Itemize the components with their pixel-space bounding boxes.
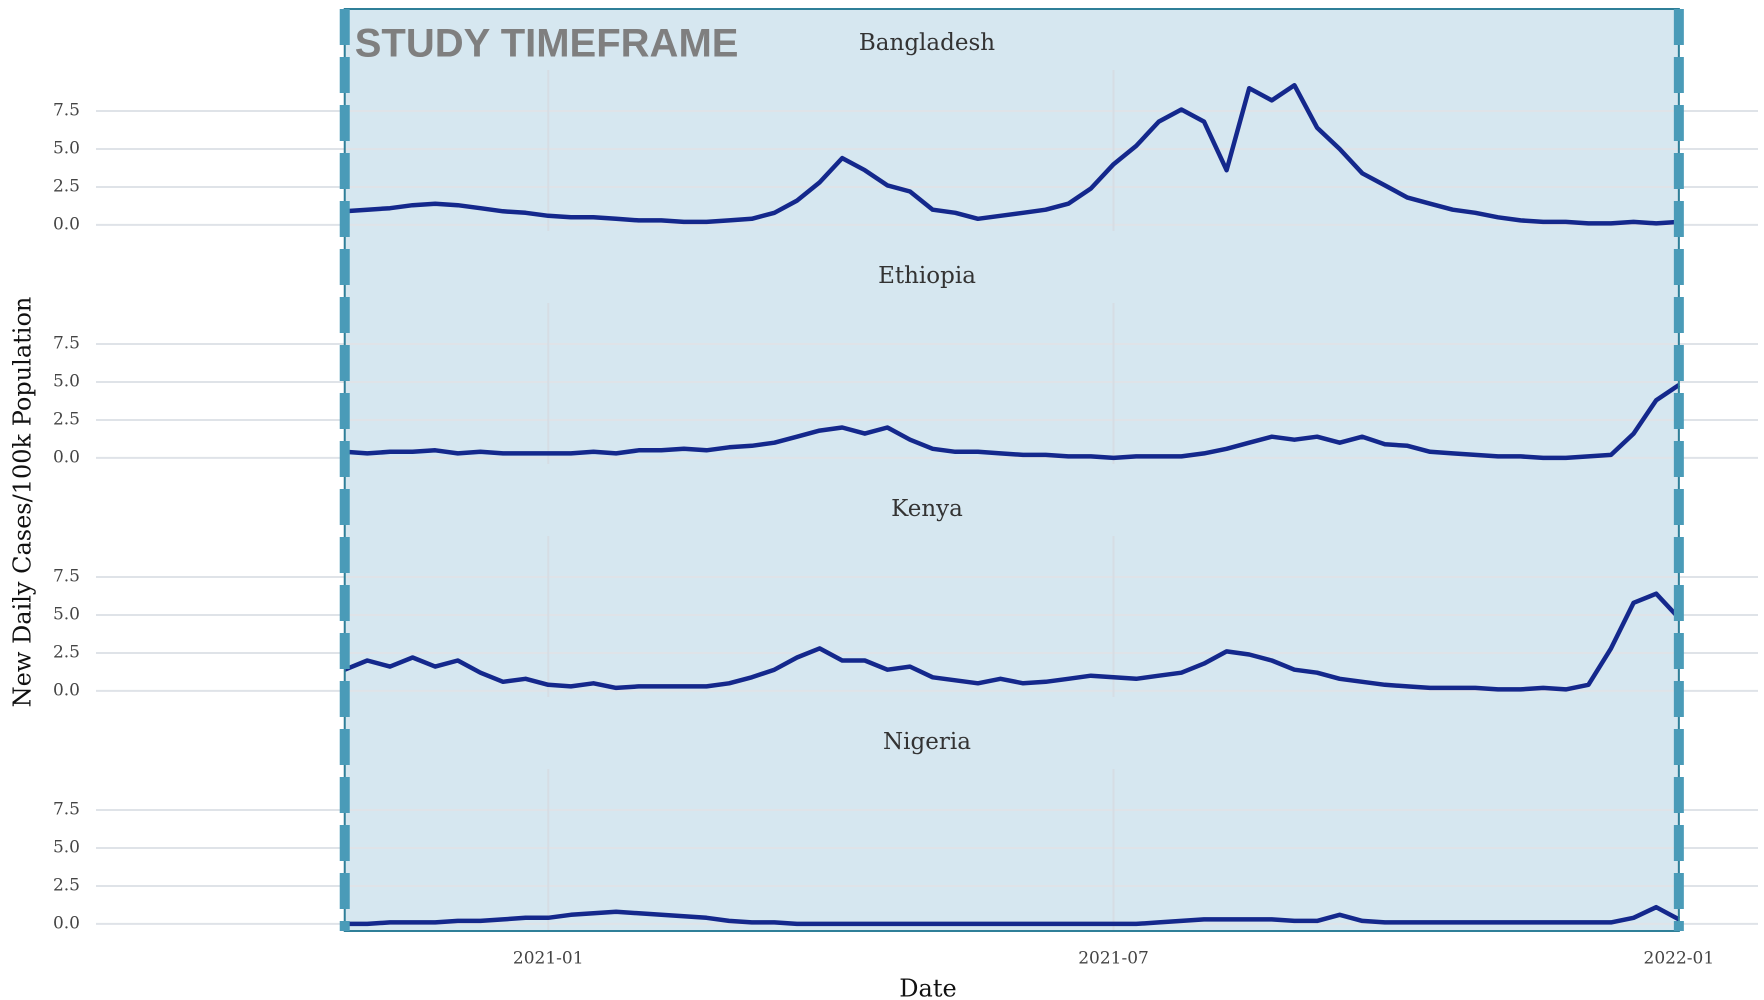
- x-tick-label: 2021-01: [513, 949, 584, 969]
- y-tick-label: 2.5: [53, 642, 80, 662]
- y-tick-label: 7.5: [53, 101, 80, 121]
- y-tick-label: 2.5: [53, 409, 80, 429]
- y-tick-label: 5.0: [53, 371, 80, 391]
- data-line: [344, 383, 1681, 461]
- y-tick-label: 0.0: [53, 680, 80, 700]
- x-axis-label: Date: [899, 975, 956, 1000]
- x-tick-label: 2021-07: [1078, 949, 1149, 969]
- y-tick-label: 2.5: [53, 176, 80, 196]
- y-tick-label: 7.5: [53, 800, 80, 820]
- x-tick-label: 2022-01: [1644, 949, 1715, 969]
- data-line: [343, 591, 1681, 692]
- panel-title: Bangladesh: [859, 30, 995, 56]
- panel-title: Ethiopia: [878, 263, 976, 289]
- y-tick-label: 0.0: [53, 447, 80, 467]
- y-tick-label: 5.0: [53, 604, 80, 624]
- y-tick-label: 7.5: [53, 567, 80, 587]
- panel-title: Nigeria: [883, 729, 971, 755]
- data-line: [344, 82, 1680, 226]
- y-axis-label: New Daily Cases/100k Population: [9, 297, 37, 708]
- y-tick-label: 0.0: [53, 214, 80, 234]
- y-tick-label: 5.0: [53, 138, 80, 158]
- y-tick-label: 5.0: [53, 837, 80, 857]
- y-tick-label: 2.5: [53, 875, 80, 895]
- study-timeframe-label: STUDY TIMEFRAME: [355, 22, 739, 66]
- data-line: [344, 904, 1680, 927]
- panel-title: Kenya: [891, 496, 963, 522]
- y-tick-label: 0.0: [53, 913, 80, 933]
- y-tick-label: 7.5: [53, 334, 80, 354]
- shade-layer: [344, 9, 1679, 931]
- study-timeframe-shade: [344, 9, 1679, 931]
